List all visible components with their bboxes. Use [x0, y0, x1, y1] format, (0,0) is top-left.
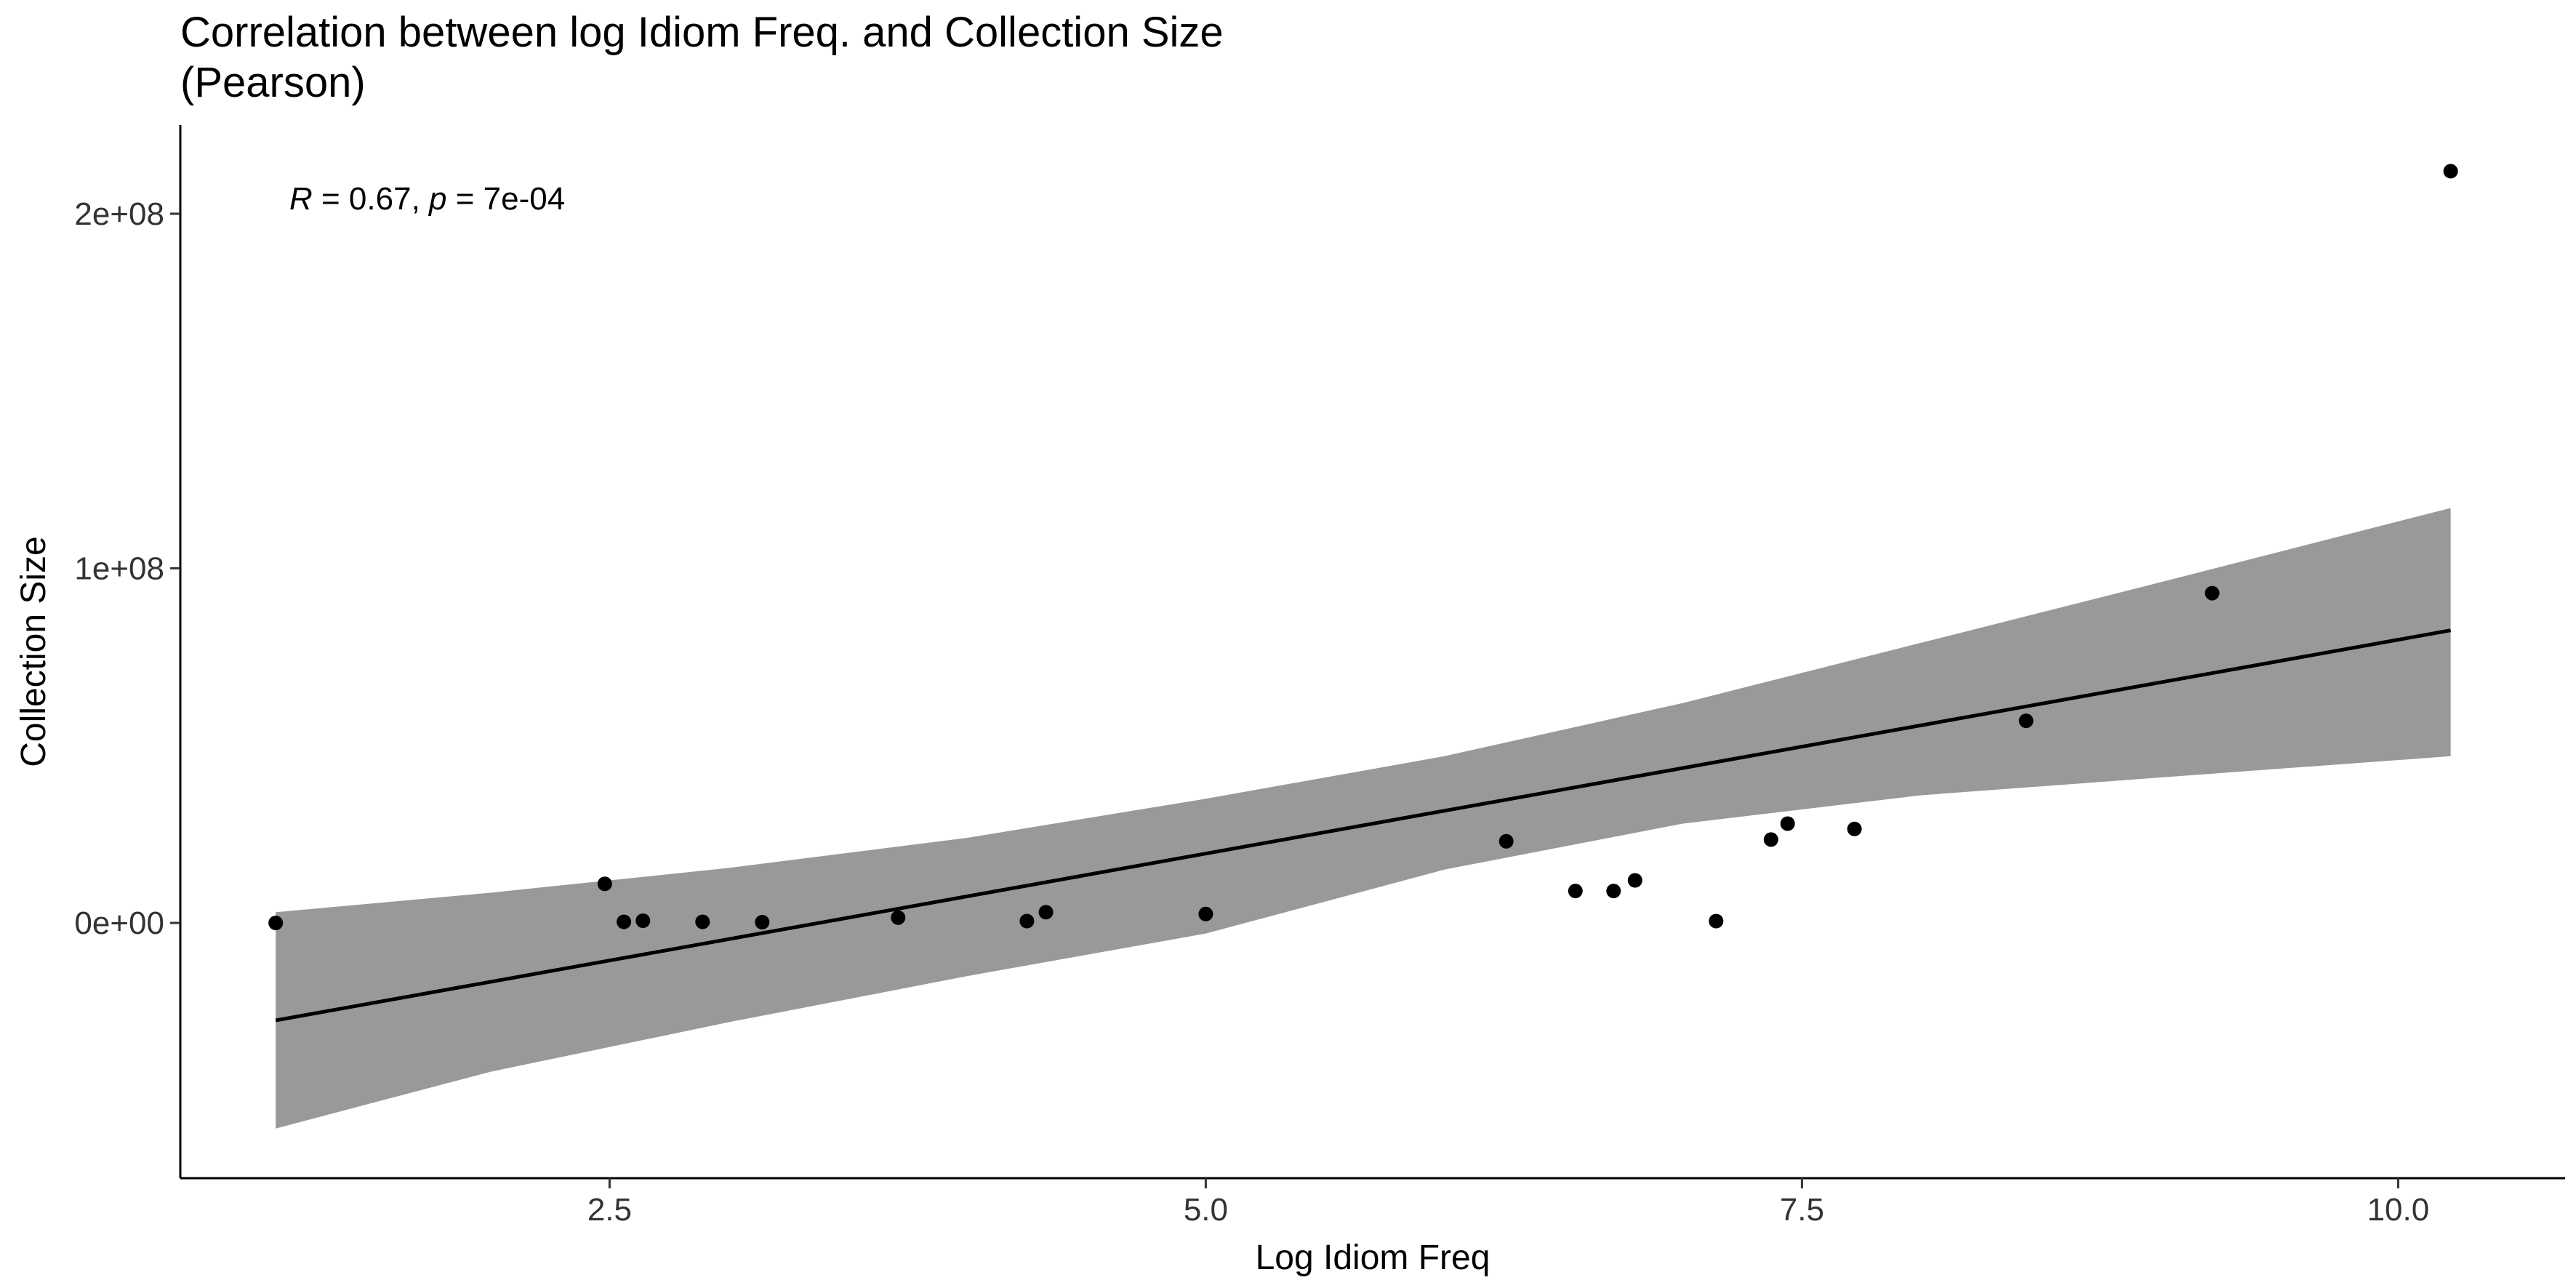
data-point — [268, 916, 284, 930]
data-point — [2204, 585, 2220, 601]
annotation-p-symbol: p — [428, 181, 446, 217]
y-tick-label: 2e+08 — [74, 196, 164, 232]
data-point — [1763, 832, 1778, 847]
data-point — [1847, 821, 1862, 836]
data-point — [597, 876, 612, 892]
data-point — [1606, 884, 1621, 899]
x-tick-label: 7.5 — [1780, 1192, 1824, 1228]
data-point — [1038, 905, 1054, 920]
data-point — [2443, 164, 2458, 179]
correlation-annotation: R = 0.67, p = 7e-04 — [289, 181, 565, 217]
annotation-r-symbol: R — [289, 181, 313, 217]
data-point — [891, 910, 906, 925]
data-point — [635, 913, 651, 928]
annotation-r-value: = 0.67, — [313, 181, 429, 217]
chart-subtitle: (Pearson) — [180, 59, 366, 106]
confidence-band-layer — [276, 508, 2451, 1129]
y-tick-label: 0e+00 — [74, 905, 164, 941]
y-axis-title: Collection Size — [15, 536, 53, 767]
x-axis-title: Log Idiom Freq — [1256, 1239, 1490, 1277]
data-point — [1198, 906, 1213, 921]
data-point — [1019, 913, 1035, 929]
confidence-band — [276, 508, 2451, 1129]
annotation-p-value: = 7e-04 — [447, 181, 566, 217]
data-point — [755, 915, 770, 929]
data-points — [268, 164, 2458, 930]
data-point — [1568, 884, 1583, 899]
data-point — [1709, 913, 1724, 929]
data-point — [2018, 713, 2034, 729]
data-point — [1498, 833, 1514, 849]
data-point — [1780, 816, 1795, 831]
data-point — [617, 914, 632, 929]
regression-line — [275, 628, 2452, 1023]
fit-line-layer — [275, 628, 2452, 1023]
x-tick-label: 10.0 — [2367, 1192, 2430, 1228]
data-point — [1627, 873, 1642, 888]
x-tick-label: 5.0 — [1184, 1192, 1228, 1228]
chart-title: Correlation between log Idiom Freq. and … — [180, 9, 1224, 56]
y-axis-ticks: 0e+00 1e+08 2e+08 — [74, 196, 180, 941]
x-axis-ticks: 2.5 5.0 7.5 10.0 — [587, 1178, 2429, 1228]
y-tick-label: 1e+08 — [74, 551, 164, 586]
data-point — [695, 914, 710, 929]
x-tick-label: 2.5 — [587, 1192, 632, 1228]
